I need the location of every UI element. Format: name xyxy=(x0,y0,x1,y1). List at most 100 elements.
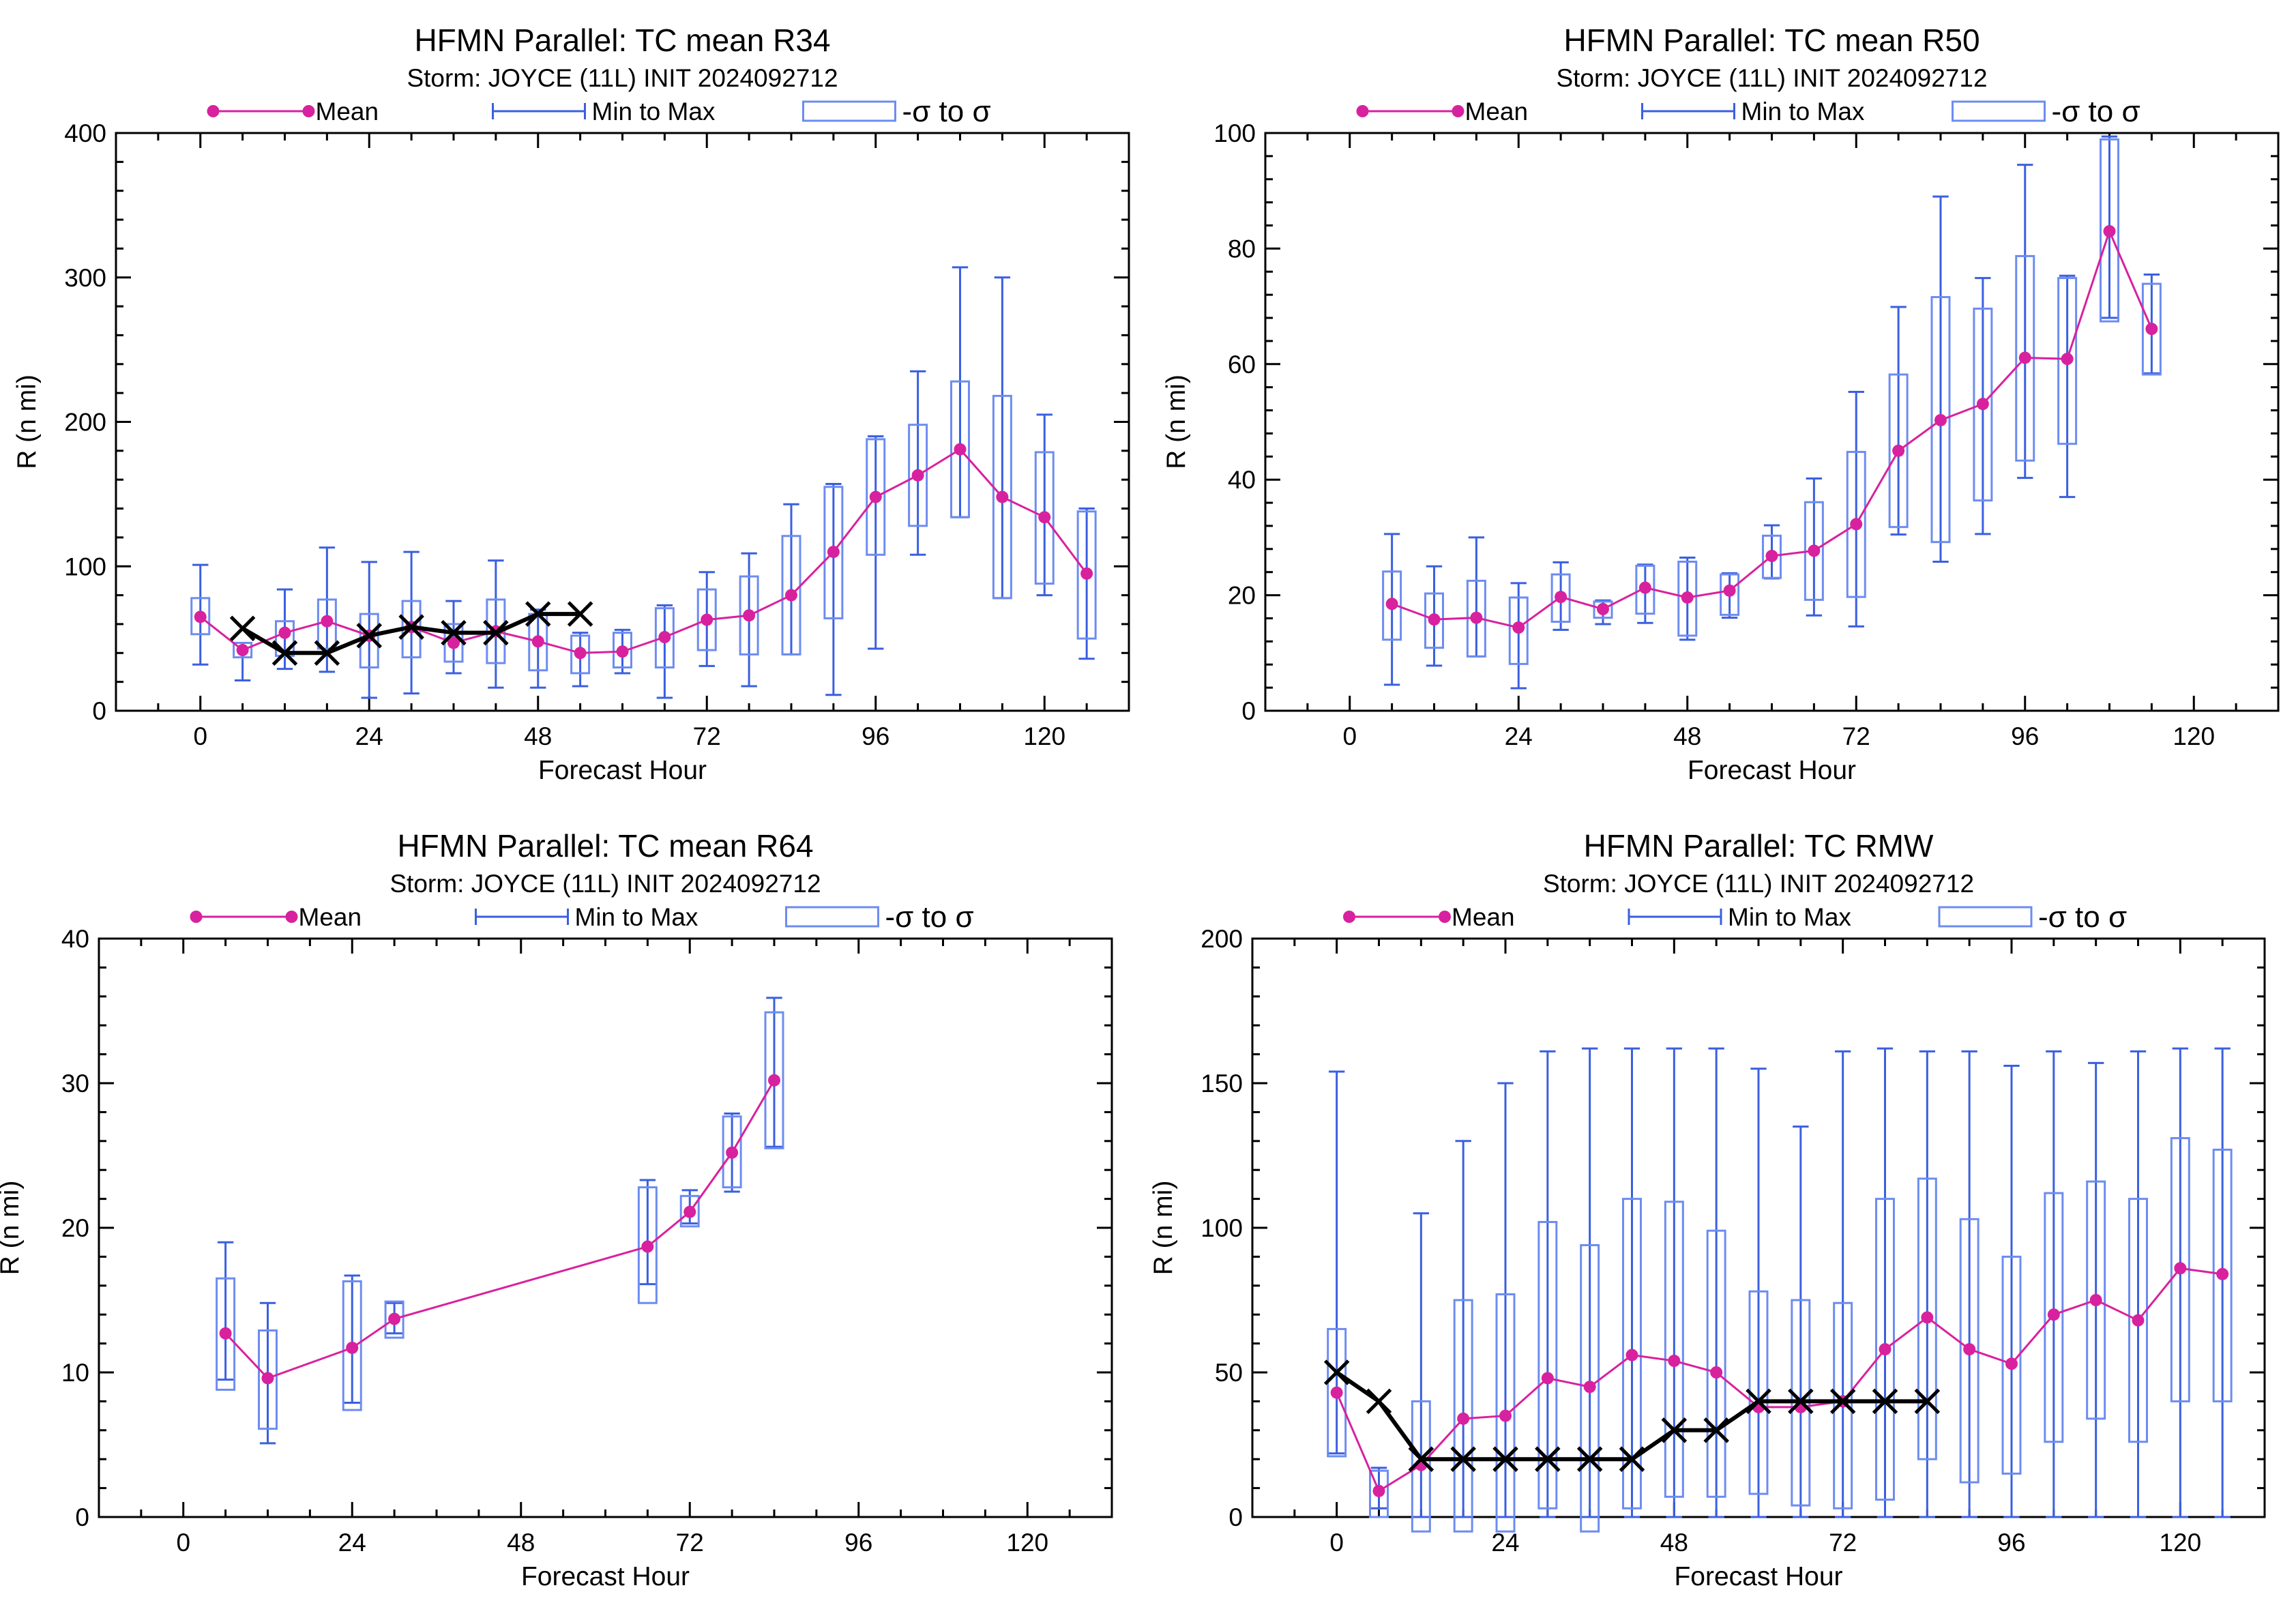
forecast-box-group xyxy=(2086,1061,2106,1518)
y-axis-label: R (n mi) xyxy=(0,1181,25,1276)
forecast-box-group xyxy=(1537,1050,1558,1518)
y-axis-label: R (n mi) xyxy=(1162,374,1191,469)
mean-point xyxy=(2174,1262,2187,1275)
mean-point xyxy=(2089,1294,2102,1306)
best-track-marker-stroke xyxy=(1619,1446,1645,1472)
mean-point xyxy=(194,610,207,623)
x-tick-label: 120 xyxy=(2159,1529,2201,1557)
best-track-marker-stroke xyxy=(1746,1388,1771,1415)
plot-frame xyxy=(98,937,1113,1518)
chart-title: HFMN Parallel: TC mean R34 xyxy=(414,23,830,58)
forecast-box-group xyxy=(908,370,928,556)
forecast-box-group xyxy=(950,266,970,518)
sigma-box xyxy=(654,607,675,668)
best-track-marker-stroke xyxy=(398,614,424,640)
legend-mean-marker xyxy=(190,911,203,923)
y-tick-label: 300 xyxy=(64,264,106,292)
sigma-box xyxy=(190,597,211,636)
x-tick-label: 96 xyxy=(1997,1529,2025,1557)
mean-point xyxy=(1512,621,1525,634)
chart-legend: Mean Min to Max -σ to σ xyxy=(190,900,974,934)
forecast-box-group xyxy=(1888,306,1909,536)
legend-sigma-label: -σ to σ xyxy=(885,900,974,934)
x-tick-label: 96 xyxy=(862,722,889,750)
mean-point xyxy=(1428,613,1441,626)
mean-point xyxy=(1921,1311,1934,1324)
chart-legend: Mean Min to Max -σ to σ xyxy=(1343,900,2127,934)
sigma-box xyxy=(1762,534,1782,579)
sigma-box xyxy=(781,535,801,656)
x-axis-label: Forecast Hour xyxy=(521,1562,690,1591)
mean-point xyxy=(1038,511,1051,524)
sigma-box xyxy=(908,424,928,527)
forecast-box-group xyxy=(2015,164,2035,480)
x-tick-label: 48 xyxy=(507,1529,535,1557)
mean-point xyxy=(1723,584,1736,597)
y-tick-label: 50 xyxy=(1215,1359,1243,1387)
y-axis-label: R (n mi) xyxy=(1149,1181,1178,1276)
best-track-marker-stroke xyxy=(271,640,298,666)
plot-frame xyxy=(115,132,1130,712)
mean-series-line xyxy=(199,447,1088,654)
forecast-box-group xyxy=(342,1274,362,1411)
legend-sigma-label: -σ to σ xyxy=(902,95,991,128)
best-track-marker xyxy=(1492,1446,1518,1472)
best-track-marker xyxy=(1746,1388,1771,1415)
sigma-box xyxy=(1034,451,1055,585)
mean-point xyxy=(2216,1267,2229,1280)
mean-point xyxy=(827,546,840,559)
forecast-box-group xyxy=(384,1300,404,1339)
y-tick-label: 20 xyxy=(61,1214,89,1242)
forecast-box-group xyxy=(1580,1047,1600,1533)
mean-point xyxy=(1963,1343,1976,1356)
chart-panel-2: HFMN Parallel: TC mean R50 Storm: JOYCE (… xyxy=(1162,23,2280,785)
mean-point xyxy=(1385,598,1398,610)
sigma-box xyxy=(1550,573,1571,623)
best-track-marker xyxy=(1450,1446,1476,1472)
mean-point xyxy=(954,443,967,456)
best-track-marker xyxy=(1535,1446,1561,1472)
chart-panel-3: HFMN Parallel: TC mean R64 Storm: JOYCE (… xyxy=(0,828,1113,1591)
mean-point xyxy=(1470,611,1483,624)
sigma-box xyxy=(679,1194,700,1228)
y-axis-label: R (n mi) xyxy=(12,374,42,469)
forecast-box-group xyxy=(1875,1047,1895,1518)
sigma-box xyxy=(1720,573,1740,616)
legend-mean-label: Mean xyxy=(1452,903,1515,931)
chart-subtitle: Storm: JOYCE (11L) INIT 2024092712 xyxy=(1556,64,1987,92)
legend-sigma-box xyxy=(1938,906,2033,928)
forecast-box-group xyxy=(2170,1047,2190,1518)
mean-point xyxy=(1850,518,1863,531)
forecast-box-group xyxy=(1833,1050,1853,1518)
forecast-box-group xyxy=(1791,1125,1811,1518)
best-track-marker-stroke xyxy=(356,623,383,649)
y-tick-label: 30 xyxy=(61,1070,89,1098)
y-tick-label: 200 xyxy=(64,409,106,437)
sigma-box xyxy=(1327,1327,1347,1458)
best-track-marker-stroke xyxy=(567,601,593,627)
best-track-marker xyxy=(356,623,383,649)
best-track-marker xyxy=(1872,1388,1898,1415)
mean-point xyxy=(1879,1343,1892,1356)
mean-point xyxy=(1808,544,1821,557)
best-track-marker-stroke xyxy=(1703,1417,1729,1443)
legend-mean-label: Mean xyxy=(1465,98,1529,126)
best-track-marker xyxy=(567,601,593,627)
sigma-box xyxy=(950,380,970,518)
sigma-box xyxy=(1622,1198,1642,1510)
best-track-marker xyxy=(1829,1388,1856,1415)
forecast-box-group xyxy=(233,641,253,682)
mean-point xyxy=(1499,1409,1512,1422)
chart-title: HFMN Parallel: TC mean R64 xyxy=(397,828,813,864)
forecast-box-group xyxy=(1411,1212,1431,1533)
best-track-marker xyxy=(398,614,424,640)
forecast-box-group xyxy=(823,483,844,696)
x-tick-label: 0 xyxy=(1342,722,1357,750)
best-track-marker xyxy=(1788,1388,1814,1415)
sigma-box xyxy=(2141,282,2162,376)
mean-point xyxy=(616,645,629,658)
legend-mean-marker xyxy=(302,105,315,117)
sigma-box xyxy=(1076,510,1097,640)
forecast-box-group xyxy=(654,604,675,699)
best-track-marker xyxy=(1366,1388,1392,1415)
